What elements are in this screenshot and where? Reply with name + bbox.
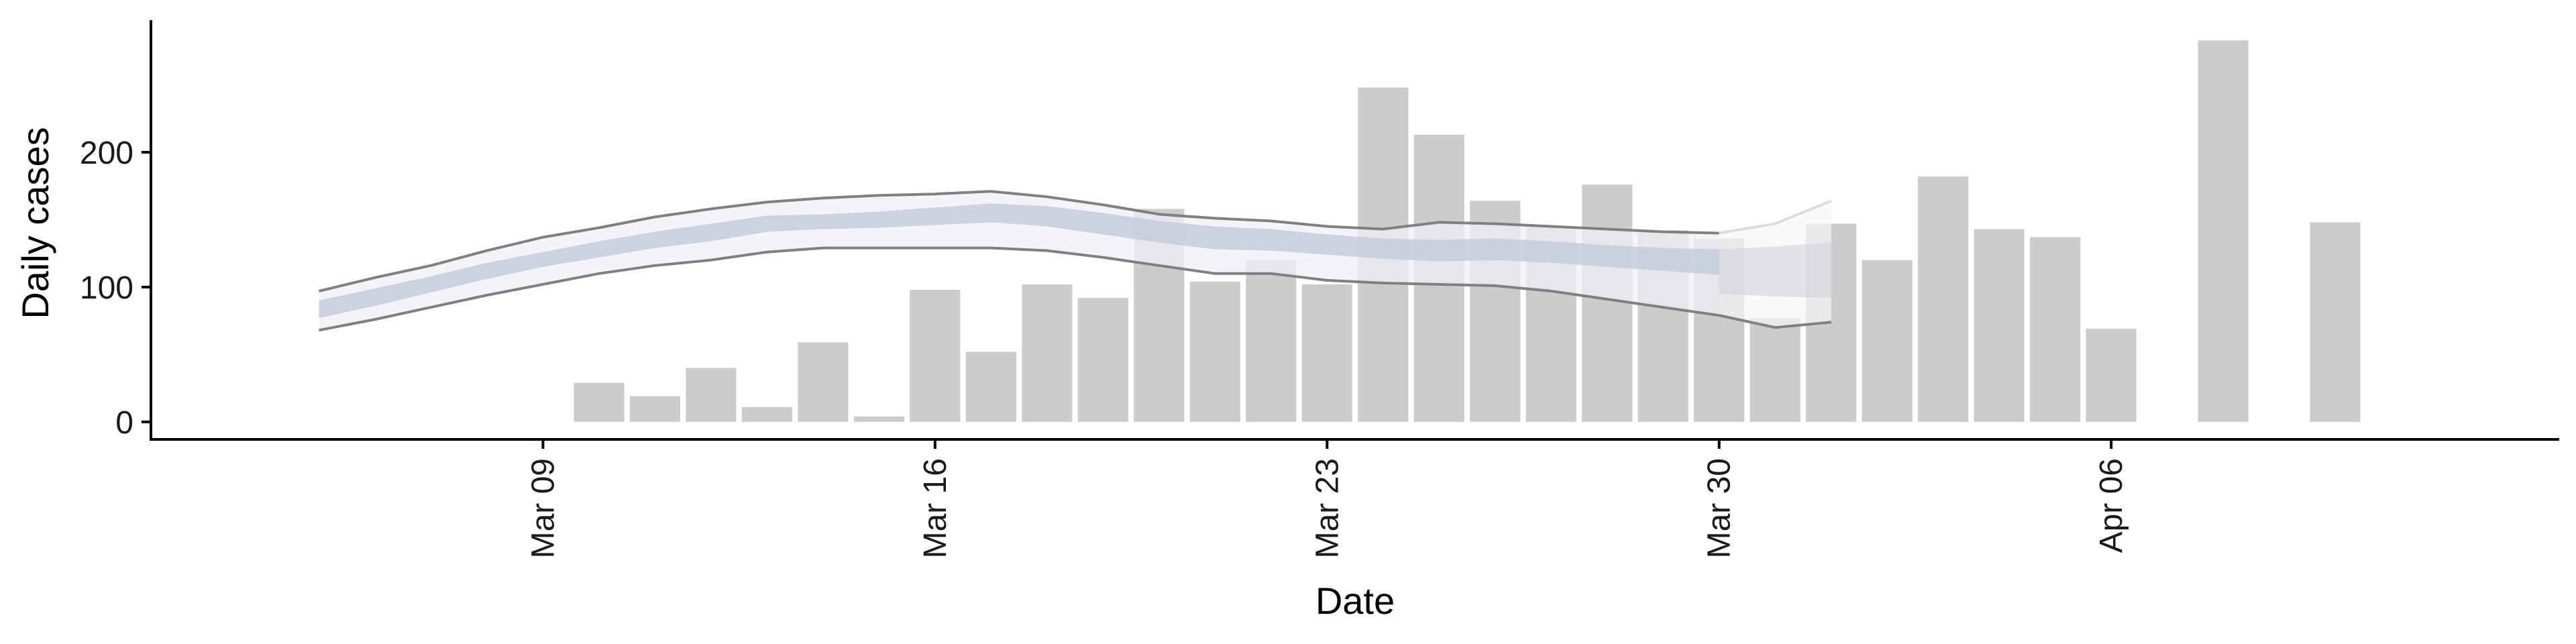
x-tick-label: Mar 16: [918, 458, 953, 558]
daily-case-bar: [629, 396, 680, 422]
daily-case-bar: [2086, 329, 2137, 422]
forecast-50-interval: [1719, 242, 1831, 298]
forecast-upper-bound-line: [1719, 199, 1832, 235]
bars-layer: [574, 40, 2361, 422]
y-tick-label: 100: [80, 270, 133, 306]
daily-case-bar: [741, 407, 792, 422]
estimate-ribbons: [319, 190, 1832, 332]
daily-case-bar: [1077, 297, 1128, 422]
daily-case-bar: [910, 289, 961, 422]
daily-case-bar: [798, 342, 849, 422]
daily-case-bar: [1750, 318, 1801, 422]
daily-case-bar: [853, 416, 904, 422]
daily-case-bar: [686, 368, 737, 422]
daily-case-bar: [2310, 222, 2361, 422]
daily-case-bar: [1918, 176, 1969, 422]
x-tick-label: Apr 06: [2094, 458, 2129, 553]
daily-case-bar: [2030, 237, 2081, 422]
x-axis-title: Date: [1316, 580, 1395, 622]
y-tick-label: 0: [115, 405, 133, 441]
x-tick-label: Mar 09: [525, 458, 561, 558]
daily-case-bar: [1189, 281, 1240, 422]
daily-case-bar: [1301, 284, 1352, 422]
daily-case-bar: [1246, 260, 1297, 422]
x-tick-label: Mar 23: [1309, 458, 1345, 558]
y-tick-label: 200: [80, 136, 133, 171]
daily-case-bar: [1022, 284, 1073, 422]
daily-case-bar: [965, 352, 1016, 422]
daily-case-bar: [2198, 40, 2249, 422]
y-axis-title: Daily cases: [14, 127, 56, 319]
ticks: 0 100 200 Mar 09 Mar 16 Mar 23 Mar 30 Apr 06: [80, 136, 2129, 558]
axes: [150, 20, 2559, 441]
daily-case-bar: [1974, 229, 2025, 422]
daily-case-bar: [1582, 184, 1633, 422]
estimate-upper-bound-line: [319, 190, 1719, 292]
estimate-lower-bound-line: [319, 246, 1719, 332]
forecast-lower-bound-line: [1719, 314, 1831, 329]
x-tick-label: Mar 30: [1702, 458, 1737, 558]
estimate-90-interval: [319, 191, 1719, 331]
daily-case-bar: [574, 382, 625, 422]
daily-case-bar: [1862, 260, 1913, 422]
estimate-50-interval: [319, 203, 1719, 319]
